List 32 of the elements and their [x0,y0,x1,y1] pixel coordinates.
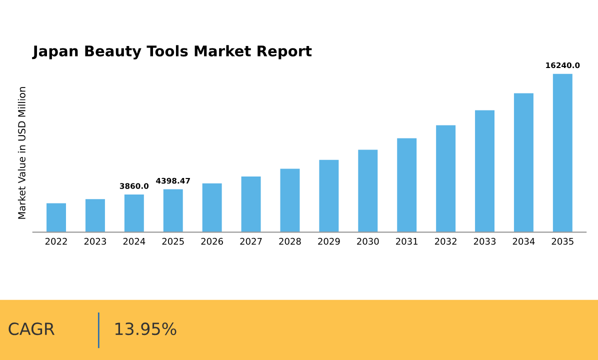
x-tick-label: 2023 [84,238,106,245]
x-tick-label: 2030 [357,238,379,245]
x-tick-label: 2027 [240,238,262,245]
bar [124,194,144,232]
bar [163,189,183,232]
bar [280,168,300,232]
x-tick-label: 2024 [123,238,146,245]
x-tick-label: 2025 [162,238,184,245]
bar [241,176,261,232]
bar [552,74,572,232]
x-tick-label: 2035 [552,238,574,245]
x-tick-label: 2033 [474,238,496,245]
x-tick-label: 2029 [318,238,340,245]
text: CAGR [8,322,55,336]
x-tick-label: 2022 [45,238,67,245]
y-axis-title: Market Value in USD Million [18,87,26,219]
x-tick-label: 2034 [512,238,535,245]
x-tick-label: 2032 [434,238,456,245]
chart-title: Japan Beauty Tools Market Report [32,45,312,60]
text: 13.95% [115,322,176,336]
bar [436,125,456,232]
bar [514,93,534,232]
bar [397,138,417,232]
bar [319,160,339,232]
x-tick-label: 2026 [201,238,223,245]
x-tick-label: 2028 [279,238,301,245]
bar [202,183,222,232]
bar [85,199,105,232]
bar [46,203,66,232]
x-tick-label: 2031 [396,238,418,245]
bar [475,110,494,232]
bar [358,150,378,232]
